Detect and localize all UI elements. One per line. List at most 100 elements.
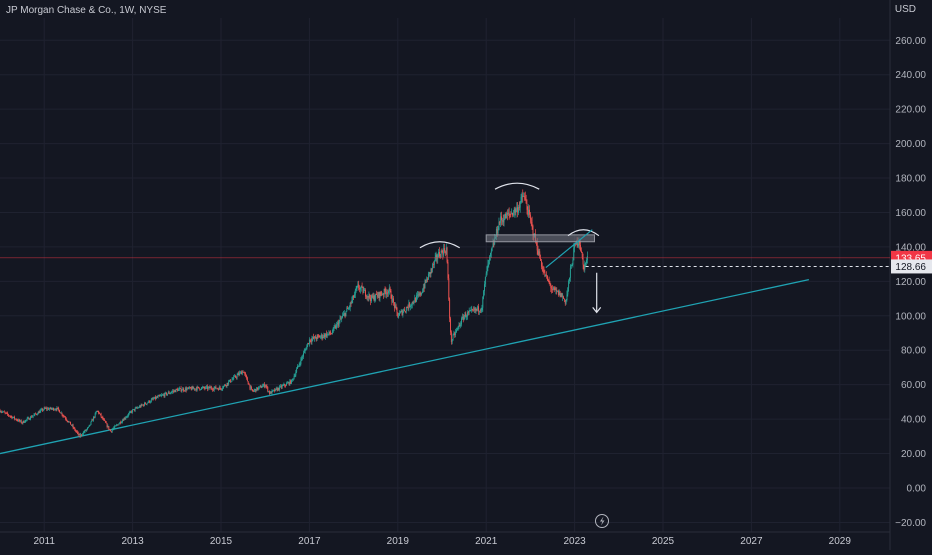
candle xyxy=(529,205,530,218)
candle-body xyxy=(355,290,356,294)
candle-body xyxy=(153,399,154,400)
candle xyxy=(0,411,1,413)
candle xyxy=(13,417,14,418)
candle-body xyxy=(314,336,315,338)
candle-body xyxy=(108,426,109,429)
candle xyxy=(98,411,99,415)
candle-body xyxy=(71,425,72,426)
candle-body xyxy=(450,318,451,332)
candle xyxy=(511,208,512,214)
candle-body xyxy=(155,397,156,399)
candle xyxy=(65,416,66,421)
candle xyxy=(351,296,352,303)
candle xyxy=(445,250,446,256)
candle xyxy=(396,304,397,310)
candle xyxy=(198,386,199,388)
candle xyxy=(295,373,296,377)
candle-body xyxy=(560,292,561,297)
candle-body xyxy=(288,382,289,383)
candle-body xyxy=(555,288,556,290)
candle-body xyxy=(403,309,404,311)
candle xyxy=(484,281,485,296)
candle-body xyxy=(299,364,300,365)
candle xyxy=(402,310,403,316)
candle xyxy=(278,388,279,391)
candle xyxy=(209,386,210,388)
candle xyxy=(89,425,90,427)
candle xyxy=(246,375,247,380)
candle-body xyxy=(564,299,565,300)
candle xyxy=(326,330,327,337)
candle-body xyxy=(533,226,534,235)
candle xyxy=(564,298,565,302)
candle xyxy=(159,394,160,397)
candle xyxy=(477,305,478,311)
candle xyxy=(176,389,177,390)
candle xyxy=(58,407,59,412)
candle xyxy=(38,411,39,414)
candle xyxy=(147,402,148,404)
candle-body xyxy=(453,333,454,334)
candle xyxy=(312,336,313,341)
candle-body xyxy=(427,279,428,280)
candle-body xyxy=(280,386,281,387)
candle-body xyxy=(206,386,207,387)
candle-body xyxy=(364,290,365,291)
candle-body xyxy=(237,375,238,378)
candle xyxy=(41,408,42,411)
candle-body xyxy=(187,388,188,389)
candle-body xyxy=(331,334,332,335)
candle-body xyxy=(532,222,533,226)
candle xyxy=(259,386,260,389)
lightning-icon[interactable] xyxy=(596,515,609,528)
candle xyxy=(5,411,6,414)
candle-body xyxy=(242,372,243,375)
candle xyxy=(358,281,359,291)
candle xyxy=(88,426,89,428)
candle xyxy=(559,289,560,295)
candle-body xyxy=(502,220,503,221)
candle-body xyxy=(17,420,18,421)
candle xyxy=(159,395,160,396)
candle-body xyxy=(45,408,46,409)
candle xyxy=(286,382,287,386)
candle-body xyxy=(448,262,449,278)
candle xyxy=(195,388,196,391)
candle xyxy=(468,311,469,316)
candle xyxy=(142,404,143,405)
candle xyxy=(292,378,293,381)
candle xyxy=(40,408,41,412)
candle xyxy=(482,296,483,312)
candle xyxy=(392,295,393,303)
head-arc xyxy=(495,183,539,189)
candle xyxy=(18,419,19,422)
candle-body xyxy=(263,384,264,386)
candle xyxy=(418,292,419,298)
candle xyxy=(250,385,251,390)
candle xyxy=(187,387,188,391)
candle-body xyxy=(312,337,313,339)
candle-body xyxy=(125,418,126,419)
candle xyxy=(2,411,3,413)
candle xyxy=(284,384,285,388)
candle xyxy=(179,387,180,391)
candle-body xyxy=(475,308,476,310)
candle xyxy=(414,295,415,303)
candle xyxy=(9,415,10,416)
candle xyxy=(531,218,532,227)
candle xyxy=(364,288,365,291)
candle-body xyxy=(103,419,104,420)
candle-body xyxy=(474,308,475,310)
candle-body xyxy=(29,419,30,420)
candle xyxy=(456,328,457,333)
candle-body xyxy=(112,430,113,432)
candle-body xyxy=(268,391,269,392)
candle-body xyxy=(222,388,223,389)
candle xyxy=(307,343,308,347)
candle xyxy=(295,370,296,377)
candle-body xyxy=(228,381,229,384)
candle-body xyxy=(380,292,381,294)
candle-body xyxy=(309,340,310,344)
